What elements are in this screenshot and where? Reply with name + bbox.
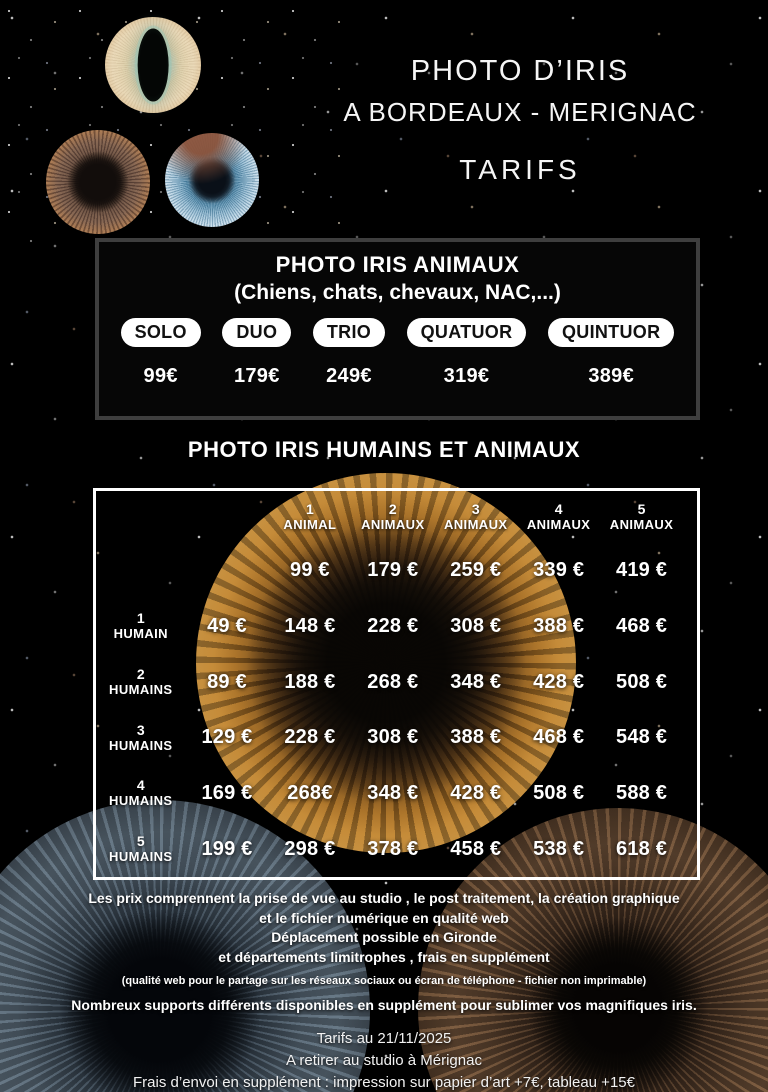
- price-cell: 618 €: [616, 837, 668, 860]
- blue-iris-image: [165, 133, 259, 227]
- price-cell: 508 €: [616, 670, 668, 693]
- pricing-grid: 1 ANIMAL 2 ANIMAUX 3 ANIMAUX 4 ANIMAUX 5: [96, 491, 697, 877]
- row-label: 5 HUMAINS: [109, 833, 173, 865]
- row-label: 4 HUMAINS: [109, 777, 173, 809]
- price-cell: 89 €: [207, 670, 247, 693]
- column-header: 4 ANIMAUX: [526, 501, 591, 532]
- table-spacer-cell: [96, 543, 186, 599]
- column-header: 5 ANIMAUX: [609, 501, 674, 532]
- price-cell: 468 €: [616, 614, 668, 637]
- price-cell: 378 €: [367, 837, 419, 860]
- offer-quatuor: QUATUOR 319€: [406, 318, 527, 388]
- row-label: 3 HUMAINS: [109, 721, 173, 753]
- cat-pupil-slit: [137, 28, 169, 102]
- row-label: 2 HUMAINS: [109, 666, 173, 698]
- price-cell: 268 €: [367, 670, 419, 693]
- offer-price: 389€: [588, 365, 635, 387]
- price-cell: 228 €: [284, 726, 336, 749]
- note-travel-1: Déplacement possible en Gironde: [271, 929, 497, 945]
- footer-pickup: A retirer au studio à Mérignac: [286, 1052, 482, 1069]
- offer-price: 99€: [143, 365, 178, 387]
- combined-table-title: PHOTO IRIS HUMAINS ET ANIMAUX: [187, 437, 581, 462]
- animal-box-title: PHOTO IRIS ANIMAUX: [275, 252, 520, 277]
- offer-quintuor: QUINTUOR 389€: [547, 318, 675, 388]
- offer-label-pill: TRIO: [312, 318, 386, 347]
- price-cell: 188 €: [284, 670, 336, 693]
- animal-pricing-box: PHOTO IRIS ANIMAUX (Chiens, chats, cheva…: [95, 238, 700, 420]
- price-cell: 259 €: [450, 559, 502, 582]
- column-header: 3 ANIMAUX: [443, 501, 508, 532]
- price-cell: 268€: [287, 781, 333, 804]
- amber-iris-image: [196, 473, 576, 853]
- price-cell: 388 €: [533, 614, 585, 637]
- animal-offers-row: SOLO 99€ DUO 179€ TRIO 249€ QUATUOR 319€…: [99, 318, 696, 388]
- table-spacer-cell: [186, 491, 269, 543]
- footer-date: Tarifs au 21/11/2025: [316, 1030, 452, 1047]
- footer-block: Tarifs au 21/11/2025 A retirer au studio…: [0, 1028, 768, 1092]
- price-cell: 588 €: [616, 781, 668, 804]
- price-cell: 419 €: [616, 559, 668, 582]
- brown-iris-image: [46, 130, 150, 234]
- row-label: 1 HUMAIN: [113, 610, 168, 642]
- offer-trio: TRIO 249€: [312, 318, 386, 388]
- note-file: et le fichier numérique en qualité web: [259, 909, 509, 926]
- price-cell: 548 €: [616, 726, 668, 749]
- notes-block: Les prix comprennent la prise de vue au …: [50, 889, 718, 1014]
- page-title: PHOTO D’IRIS: [410, 55, 630, 87]
- price-cell: 428 €: [533, 670, 585, 693]
- offer-label-pill: QUATUOR: [406, 318, 527, 347]
- footer-shipping: Frais d’envoi en supplément : impression…: [133, 1074, 635, 1091]
- price-cell: 298 €: [284, 837, 336, 860]
- price-cell: 148 €: [284, 614, 336, 637]
- price-cell: 308 €: [450, 614, 502, 637]
- price-cell: 308 €: [367, 726, 419, 749]
- offer-label-pill: QUINTUOR: [547, 318, 675, 347]
- note-travel-2: et départements limitrophes , frais en s…: [218, 948, 550, 965]
- price-cell: 348 €: [367, 781, 419, 804]
- offer-label-pill: DUO: [222, 318, 292, 347]
- price-cell: 339 €: [533, 559, 585, 582]
- note-included: Les prix comprennent la prise de vue au …: [88, 890, 680, 906]
- cat-eye-image: [105, 17, 201, 113]
- price-cell: 129 €: [201, 726, 253, 749]
- combined-pricing-table: 1 ANIMAL 2 ANIMAUX 3 ANIMAUX 4 ANIMAUX 5: [93, 488, 700, 880]
- price-cell: 228 €: [367, 614, 419, 637]
- price-cell: 169 €: [201, 781, 253, 804]
- price-cell: 348 €: [450, 670, 502, 693]
- offer-price: 179€: [233, 365, 280, 387]
- offer-duo: DUO 179€: [222, 318, 292, 388]
- tarifs-heading: TARIFS: [459, 154, 581, 185]
- price-cell: 99 €: [290, 559, 330, 582]
- note-supports: Nombreux supports différents disponibles…: [71, 997, 697, 1013]
- price-cell: 458 €: [450, 837, 502, 860]
- price-cell: 538 €: [533, 837, 585, 860]
- offer-price: 249€: [326, 365, 372, 387]
- table-spacer-cell: [186, 543, 269, 599]
- price-cell: 428 €: [450, 781, 502, 804]
- offer-label-pill: SOLO: [120, 318, 201, 347]
- note-quality: (qualité web pour le partage sur les rés…: [121, 975, 647, 987]
- price-cell: 199 €: [201, 837, 253, 860]
- price-cell: 468 €: [533, 726, 585, 749]
- offer-price: 319€: [443, 365, 490, 387]
- price-cell: 49 €: [207, 614, 247, 637]
- price-cell: 388 €: [450, 726, 502, 749]
- column-header: 2 ANIMAUX: [361, 501, 425, 532]
- header-block: PHOTO D’IRIS A BORDEAUX - MERIGNAC TARIF…: [310, 55, 730, 186]
- price-cell: 179 €: [367, 559, 419, 582]
- offer-solo: SOLO 99€: [120, 318, 201, 388]
- column-header: 1 ANIMAL: [283, 501, 337, 532]
- animal-box-subtitle: (Chiens, chats, chevaux, NAC,...): [234, 281, 561, 304]
- page-subtitle: A BORDEAUX - MERIGNAC: [343, 97, 697, 127]
- table-spacer-cell: [96, 491, 186, 543]
- price-cell: 508 €: [533, 781, 585, 804]
